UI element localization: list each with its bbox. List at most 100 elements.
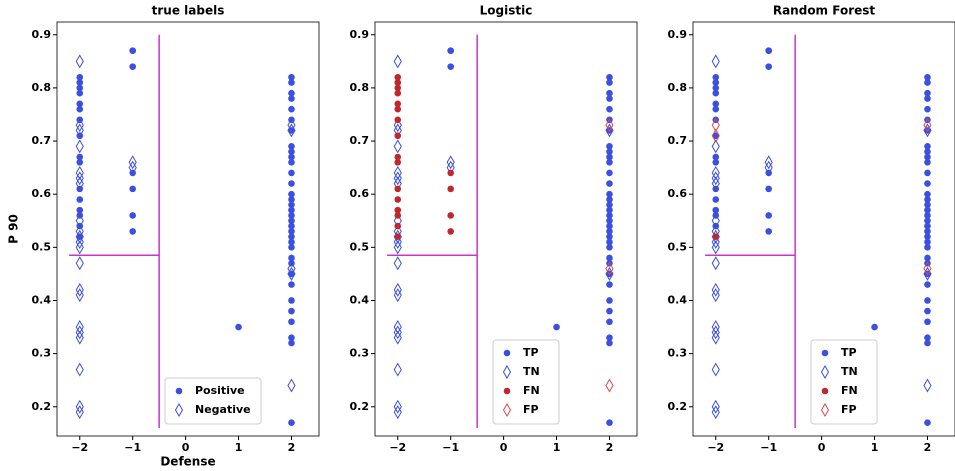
- point: [76, 84, 84, 92]
- point: [288, 281, 295, 288]
- point: [393, 405, 402, 420]
- point: [287, 118, 296, 133]
- point: [711, 139, 720, 154]
- y-tick-label: 0.6: [350, 187, 370, 200]
- y-axis-label: P 90: [7, 214, 21, 244]
- point: [924, 206, 931, 214]
- point: [924, 297, 931, 304]
- point: [711, 405, 720, 420]
- legend-marker: [820, 403, 830, 417]
- point: [288, 297, 295, 304]
- point: [393, 362, 402, 377]
- point: [606, 196, 613, 203]
- point: [765, 212, 772, 219]
- point: [606, 228, 613, 235]
- point: [288, 206, 295, 214]
- x-tick-label: −2: [389, 441, 406, 454]
- point: [924, 89, 931, 97]
- point: [605, 118, 614, 133]
- point: [75, 123, 84, 138]
- point: [393, 235, 402, 250]
- point: [394, 84, 402, 92]
- point: [447, 228, 454, 235]
- point: [447, 185, 454, 193]
- point: [765, 47, 772, 54]
- point: [288, 307, 295, 315]
- point: [288, 148, 295, 155]
- point: [711, 176, 720, 191]
- point: [76, 196, 84, 203]
- x-tick-label: 1: [871, 441, 879, 454]
- point: [288, 79, 295, 86]
- point: [606, 143, 613, 150]
- point: [393, 165, 402, 180]
- point: [606, 222, 613, 230]
- point: [75, 240, 84, 255]
- point: [128, 160, 137, 175]
- point: [288, 238, 295, 246]
- y-tick-label: 0.5: [32, 240, 52, 253]
- point: [288, 73, 295, 81]
- point: [924, 419, 931, 427]
- point: [924, 228, 931, 235]
- point: [924, 244, 931, 251]
- point: [75, 362, 84, 377]
- y-tick-label: 0.5: [668, 240, 688, 253]
- point: [288, 244, 295, 251]
- legend-label: TN: [523, 365, 540, 378]
- point: [288, 105, 295, 113]
- point: [764, 155, 773, 170]
- point: [606, 201, 613, 209]
- x-tick-label: 1: [235, 441, 243, 454]
- legend-label: FN: [523, 384, 540, 397]
- legend-marker: [821, 387, 829, 395]
- point: [235, 323, 242, 331]
- subplot-title: Logistic: [480, 4, 533, 18]
- legend-label: TP: [841, 346, 857, 359]
- point: [924, 212, 931, 219]
- point: [923, 123, 932, 138]
- point: [712, 79, 720, 86]
- point: [394, 79, 402, 86]
- point: [288, 143, 295, 150]
- point: [606, 238, 613, 246]
- point: [711, 320, 720, 335]
- point: [393, 325, 402, 340]
- point: [75, 213, 84, 228]
- point: [288, 190, 295, 198]
- point: [606, 95, 613, 102]
- y-tick-label: 0.3: [668, 347, 688, 360]
- point: [606, 244, 613, 251]
- point: [75, 118, 84, 133]
- plot-frame: [56, 21, 320, 437]
- legend-box: [164, 377, 262, 425]
- point: [712, 84, 720, 92]
- point: [711, 235, 720, 250]
- point: [871, 323, 878, 331]
- point: [923, 261, 932, 276]
- point: [288, 95, 295, 102]
- point: [924, 334, 931, 341]
- point: [924, 222, 931, 230]
- point: [288, 159, 295, 166]
- point: [711, 128, 720, 143]
- point: [606, 318, 613, 326]
- point: [712, 159, 720, 166]
- point: [606, 212, 613, 219]
- point: [394, 105, 402, 113]
- point: [75, 256, 84, 271]
- point: [924, 217, 931, 225]
- point: [606, 148, 613, 155]
- x-tick-label: −1: [760, 441, 777, 454]
- y-tick-label: 0.4: [32, 293, 52, 306]
- y-tick-label: 0.3: [32, 347, 52, 360]
- point: [923, 266, 932, 281]
- point: [711, 165, 720, 180]
- point: [711, 399, 720, 414]
- point: [924, 339, 931, 347]
- point: [394, 212, 402, 219]
- point: [924, 79, 931, 86]
- point: [923, 378, 932, 393]
- point: [287, 261, 296, 276]
